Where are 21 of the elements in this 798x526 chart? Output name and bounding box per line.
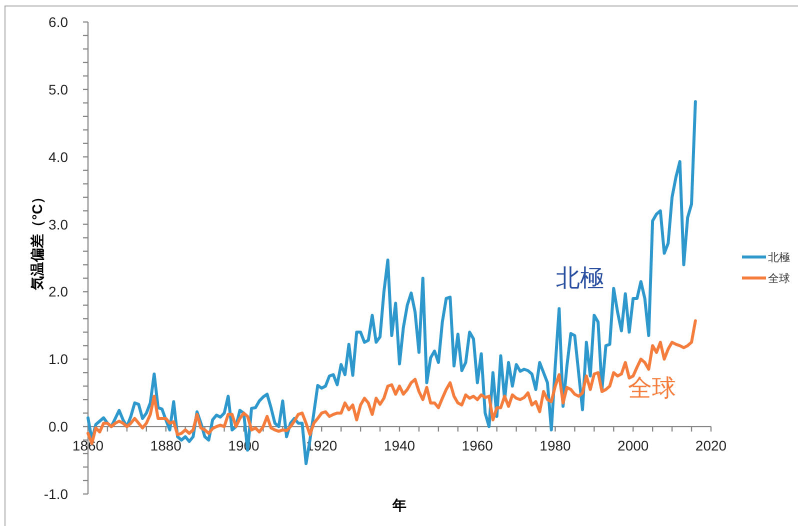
x-tick-label: 2020 bbox=[695, 438, 727, 454]
legend-label: 北極 bbox=[768, 251, 790, 264]
y-tick-label: 4.0 bbox=[48, 148, 68, 165]
y-axis-title: 気温偏差（°C） bbox=[29, 190, 45, 291]
y-tick-label: 0.0 bbox=[48, 418, 68, 435]
y-tick-label: -1.0 bbox=[44, 486, 68, 502]
x-tick-label: 1880 bbox=[150, 438, 182, 454]
x-tick-label: 1980 bbox=[540, 438, 572, 454]
annotation: 北極 bbox=[556, 265, 604, 292]
y-tick-label: 6.0 bbox=[48, 14, 68, 30]
x-tick-label: 1960 bbox=[462, 438, 494, 454]
y-tick-label: 5.0 bbox=[48, 81, 68, 98]
x-tick-label: 2000 bbox=[618, 438, 649, 454]
annotation: 全球 bbox=[628, 375, 676, 402]
x-tick-label: 1860 bbox=[72, 438, 104, 454]
y-tick-label: 3.0 bbox=[48, 216, 68, 232]
y-tick-label: 2.0 bbox=[48, 284, 68, 300]
x-axis-title: 年 bbox=[392, 497, 406, 513]
y-tick-label: 1.0 bbox=[48, 351, 68, 368]
x-tick-label: 1940 bbox=[384, 438, 416, 454]
legend-label: 全球 bbox=[768, 272, 790, 285]
